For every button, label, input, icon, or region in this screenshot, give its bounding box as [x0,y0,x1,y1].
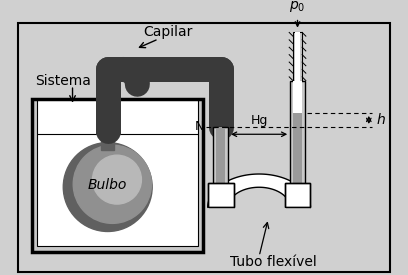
Bar [284,183,310,207]
Bar [32,99,203,252]
Text: N: N [195,120,204,133]
Bar [284,204,310,209]
Bar [213,127,228,187]
Text: $p_0$: $p_0$ [289,0,306,14]
Bar [293,113,302,187]
Text: $h$: $h$ [376,112,386,127]
Bar [208,183,234,207]
Bar [295,32,300,81]
Bar [101,130,114,150]
FancyBboxPatch shape [284,183,310,207]
Bar [293,32,302,81]
Circle shape [63,143,152,232]
Text: Hg: Hg [251,114,268,127]
Bar [38,99,197,246]
Bar [208,204,234,209]
Bar [38,99,197,246]
Text: Bulbo: Bulbo [88,178,127,192]
Bar [216,127,225,187]
FancyBboxPatch shape [208,183,234,207]
Bar [32,99,203,252]
Text: Sistema: Sistema [35,74,91,87]
Text: Capilar: Capilar [143,25,193,39]
Bar [293,81,302,113]
Polygon shape [208,174,310,207]
Text: Tubo flexível: Tubo flexível [230,255,316,269]
Circle shape [93,155,142,204]
Circle shape [73,145,151,223]
Bar [290,81,305,187]
